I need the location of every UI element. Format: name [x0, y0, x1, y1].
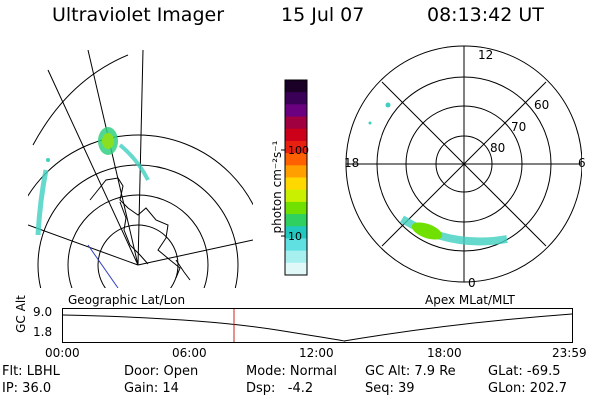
- mlt-label-6: 6: [578, 156, 586, 170]
- time-tick-1200: 12:00: [299, 346, 334, 360]
- timeline-frame: [62, 308, 573, 343]
- altitude-axis-label: GC Alt: [14, 295, 28, 333]
- colorbar-stripe: [285, 189, 307, 203]
- mlt-label-18: 18: [344, 156, 360, 170]
- aurora-arc: [35, 169, 49, 236]
- colorbar-stripe: [285, 250, 307, 264]
- filter-info: Flt: LBHL: [2, 364, 60, 379]
- gain-info: Gain: 14: [124, 381, 179, 396]
- glon-info: GLon: 202.7: [488, 381, 568, 396]
- aurora-dot: [46, 158, 50, 162]
- colorbar: [281, 79, 308, 276]
- time-tick-1800: 18:00: [427, 346, 462, 360]
- aurora-dot: [368, 121, 372, 125]
- earth-limb: [32, 54, 129, 146]
- altitude-timeline[interactable]: [62, 308, 574, 344]
- aurora-core: [102, 133, 114, 149]
- colorbar-stripe: [285, 214, 307, 227]
- meridian: [137, 239, 253, 266]
- coastline: [175, 259, 191, 281]
- lat-circle: [28, 134, 253, 206]
- lat-circle: [67, 194, 209, 288]
- colorbar-stripe: [285, 201, 307, 215]
- dsp-info: Dsp: -4.2: [246, 381, 314, 396]
- observation-time: 08:13:42 UT: [427, 4, 544, 26]
- meridian: [28, 224, 139, 266]
- altitude-ytick-1.8: 1.8: [33, 325, 53, 339]
- colorbar-tick-10: 10: [288, 230, 302, 243]
- coastline: [89, 177, 181, 279]
- mlt-label-0: 0: [468, 276, 476, 290]
- aurora-peak: [411, 222, 443, 240]
- terminator-line: [87, 244, 119, 288]
- meridian: [47, 69, 139, 266]
- colorbar-stripe: [285, 116, 307, 130]
- mlat-label-80: 80: [490, 141, 506, 155]
- colorbar-gradient: [285, 80, 307, 276]
- altitude-ytick-9: 9.0: [33, 305, 53, 319]
- app-title: Ultraviolet Imager: [52, 4, 225, 26]
- mode-info: Mode: Normal: [246, 364, 337, 379]
- meridian: [87, 50, 139, 266]
- door-info: Door: Open: [124, 364, 199, 379]
- colorbar-frame: [284, 79, 308, 276]
- colorbar-tick-100: 100: [288, 144, 309, 157]
- geo-map-caption: Geographic Lat/Lon: [68, 293, 186, 307]
- colorbar-stripe: [285, 80, 307, 93]
- colorbar-stripe: [285, 128, 307, 142]
- time-tick-2359: 23:59: [552, 346, 587, 360]
- seq-info: Seq: 39: [365, 381, 415, 396]
- colorbar-title: photon cm⁻²s⁻¹: [270, 140, 284, 234]
- mlat-label-60: 60: [534, 98, 550, 112]
- coastline: [119, 201, 149, 265]
- colorbar-stripe: [285, 238, 307, 252]
- time-tick-0600: 06:00: [172, 346, 207, 360]
- colorbar-stripe: [285, 104, 307, 118]
- observation-date: 15 Jul 07: [281, 4, 365, 26]
- time-tick-0000: 00:00: [45, 346, 80, 360]
- glat-info: GLat: -69.5: [488, 364, 561, 379]
- mlt-label-12: 12: [478, 48, 494, 62]
- colorbar-stripe: [285, 226, 307, 239]
- altitude-curve: [62, 313, 573, 342]
- colorbar-stripe: [285, 177, 307, 191]
- colorbar-stripe: [285, 140, 307, 154]
- meridian: [137, 50, 144, 266]
- colorbar-stripe: [285, 153, 307, 166]
- aurora-dot: [385, 102, 391, 108]
- mlat-label-70: 70: [511, 120, 527, 134]
- colorbar-stripe: [285, 165, 307, 178]
- aurora-arc: [118, 143, 150, 181]
- geographic-map[interactable]: [28, 50, 253, 288]
- ip-info: IP: 36.0: [2, 381, 52, 396]
- colorbar-stripe: [285, 92, 307, 105]
- lat-circle: [97, 224, 179, 288]
- polar-plot-caption: Apex MLat/MLT: [425, 293, 515, 307]
- polar-plot[interactable]: [342, 44, 582, 290]
- gc-alt-info: GC Alt: 7.9 Re: [365, 364, 456, 379]
- colorbar-stripe: [285, 262, 307, 276]
